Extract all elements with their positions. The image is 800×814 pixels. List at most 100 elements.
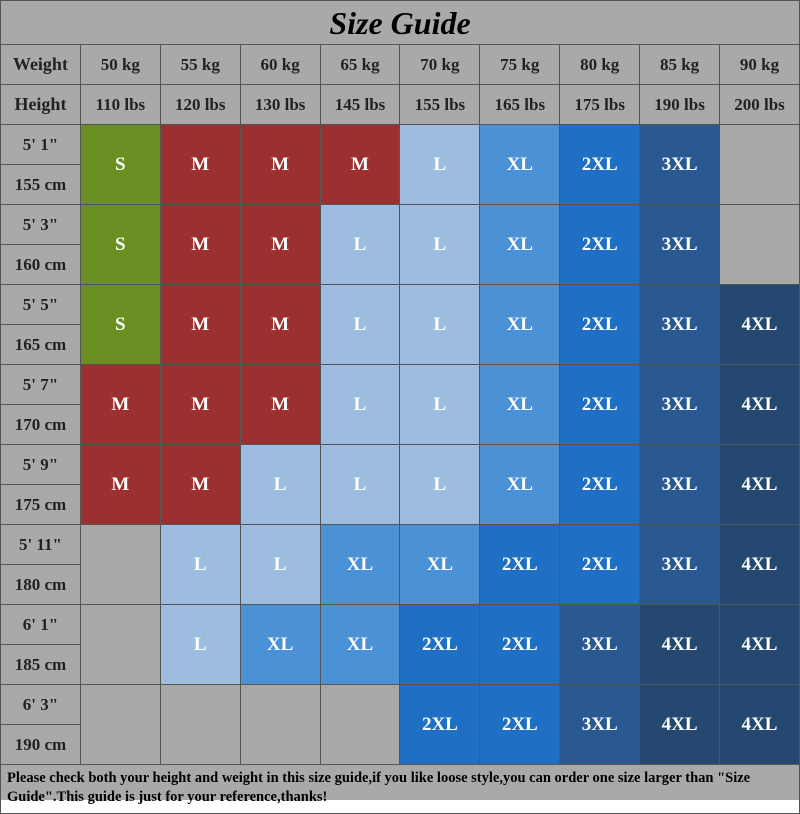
size-cell: XL: [480, 365, 560, 445]
header-weight-kg: 65 kg: [320, 45, 400, 85]
header-weight-lbs: 165 lbs: [480, 85, 560, 125]
size-cell: L: [320, 205, 400, 285]
header-weight-lbs: 110 lbs: [80, 85, 160, 125]
size-cell: 3XL: [640, 205, 720, 285]
header-weight-kg: 60 kg: [240, 45, 320, 85]
size-cell: S: [80, 125, 160, 205]
size-guide-table: Weight50 kg55 kg60 kg65 kg70 kg75 kg80 k…: [0, 44, 800, 765]
size-cell: 2XL: [560, 125, 640, 205]
empty-cell: [160, 685, 240, 765]
empty-cell: [320, 685, 400, 765]
height-cm: 180 cm: [1, 565, 81, 605]
height-ft: 5' 7": [1, 365, 81, 405]
size-cell: 4XL: [720, 605, 800, 685]
header-weight-lbs: 155 lbs: [400, 85, 480, 125]
size-cell: 4XL: [640, 605, 720, 685]
height-cm: 190 cm: [1, 725, 81, 765]
size-cell: L: [240, 445, 320, 525]
size-cell: M: [240, 285, 320, 365]
header-weight-lbs: 190 lbs: [640, 85, 720, 125]
size-cell: M: [80, 365, 160, 445]
header-height-label: Height: [1, 85, 81, 125]
empty-cell: [80, 605, 160, 685]
size-cell: M: [80, 445, 160, 525]
page-title: Size Guide: [0, 0, 800, 44]
size-cell: 3XL: [640, 525, 720, 605]
size-cell: M: [240, 205, 320, 285]
size-cell: 2XL: [560, 285, 640, 365]
height-ft: 5' 11": [1, 525, 81, 565]
size-cell: 4XL: [720, 525, 800, 605]
header-weight-kg: 55 kg: [160, 45, 240, 85]
size-guide-container: Size Guide Weight50 kg55 kg60 kg65 kg70 …: [0, 0, 800, 800]
header-weight-lbs: 120 lbs: [160, 85, 240, 125]
height-cm: 165 cm: [1, 325, 81, 365]
size-cell: L: [320, 445, 400, 525]
height-ft: 5' 5": [1, 285, 81, 325]
empty-cell: [240, 685, 320, 765]
size-cell: 4XL: [640, 685, 720, 765]
size-cell: L: [240, 525, 320, 605]
size-cell: 2XL: [560, 205, 640, 285]
size-cell: 3XL: [640, 445, 720, 525]
size-cell: 4XL: [720, 445, 800, 525]
size-cell: M: [160, 125, 240, 205]
size-cell: L: [320, 285, 400, 365]
size-cell: M: [160, 285, 240, 365]
size-cell: M: [240, 125, 320, 205]
size-cell: XL: [400, 525, 480, 605]
header-weight-lbs: 200 lbs: [720, 85, 800, 125]
size-cell: 2XL: [480, 685, 560, 765]
height-ft: 5' 1": [1, 125, 81, 165]
size-cell: XL: [480, 445, 560, 525]
height-cm: 185 cm: [1, 645, 81, 685]
size-cell: 3XL: [560, 605, 640, 685]
size-cell: S: [80, 205, 160, 285]
height-ft: 6' 3": [1, 685, 81, 725]
height-ft: 5' 3": [1, 205, 81, 245]
size-cell: L: [320, 365, 400, 445]
size-cell: L: [400, 285, 480, 365]
empty-cell: [80, 525, 160, 605]
size-cell: 2XL: [560, 365, 640, 445]
header-weight-kg: 80 kg: [560, 45, 640, 85]
height-cm: 160 cm: [1, 245, 81, 285]
size-cell: 4XL: [720, 285, 800, 365]
size-cell: 2XL: [560, 445, 640, 525]
empty-cell: [80, 685, 160, 765]
header-weight-kg: 75 kg: [480, 45, 560, 85]
size-cell: 4XL: [720, 685, 800, 765]
header-weight-kg: 70 kg: [400, 45, 480, 85]
size-cell: 2XL: [400, 605, 480, 685]
size-cell: 3XL: [640, 125, 720, 205]
header-weight-kg: 85 kg: [640, 45, 720, 85]
size-cell: XL: [240, 605, 320, 685]
size-cell: XL: [480, 125, 560, 205]
size-cell: L: [400, 125, 480, 205]
size-cell: L: [400, 445, 480, 525]
height-cm: 175 cm: [1, 485, 81, 525]
header-weight-lbs: 175 lbs: [560, 85, 640, 125]
header-weight-kg: 90 kg: [720, 45, 800, 85]
size-cell: XL: [480, 285, 560, 365]
size-cell: L: [400, 365, 480, 445]
size-cell: 3XL: [560, 685, 640, 765]
size-cell: 2XL: [480, 605, 560, 685]
size-cell: 3XL: [640, 365, 720, 445]
size-cell: L: [160, 525, 240, 605]
size-cell: M: [160, 445, 240, 525]
size-cell: 3XL: [640, 285, 720, 365]
empty-cell: [720, 125, 800, 205]
size-cell: S: [80, 285, 160, 365]
size-cell: XL: [320, 605, 400, 685]
size-cell: M: [160, 365, 240, 445]
header-weight-lbs: 145 lbs: [320, 85, 400, 125]
size-cell: M: [160, 205, 240, 285]
header-weight-lbs: 130 lbs: [240, 85, 320, 125]
size-cell: 2XL: [560, 525, 640, 605]
size-cell: 2XL: [480, 525, 560, 605]
size-cell: XL: [320, 525, 400, 605]
header-weight-kg: 50 kg: [80, 45, 160, 85]
size-cell: M: [240, 365, 320, 445]
size-cell: M: [320, 125, 400, 205]
